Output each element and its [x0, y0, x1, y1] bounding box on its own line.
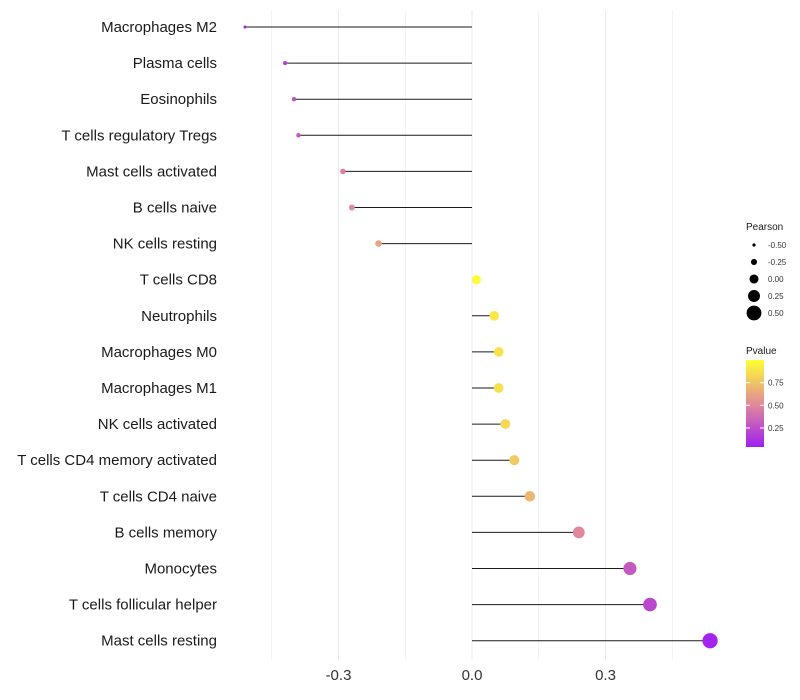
- legend-size-key: [752, 243, 756, 247]
- category-label: Plasma cells: [133, 55, 217, 72]
- category-label: Mast cells resting: [101, 633, 217, 650]
- legend-pvalue: Pvalue 0.25 0.50 0.75: [746, 346, 784, 447]
- data-point: [243, 25, 247, 29]
- legend-size-key: [746, 305, 762, 321]
- legend-size-label: 0.00: [768, 275, 784, 284]
- data-point: [493, 383, 504, 393]
- category-label: B cells naive: [133, 200, 217, 217]
- legend-pearson-title: Pearson: [746, 222, 783, 233]
- category-labels: Macrophages M2 Plasma cells Eosinophils T c…: [17, 19, 217, 650]
- category-label: Neutrophils: [141, 308, 217, 325]
- category-label: Mast cells activated: [86, 163, 217, 180]
- x-tick-label: 0.3: [595, 667, 616, 684]
- data-point: [348, 204, 355, 211]
- data-point: [493, 347, 504, 357]
- legend-pvalue-label: 0.75: [768, 379, 784, 388]
- category-label: Eosinophils: [140, 91, 217, 108]
- data-point: [296, 133, 301, 138]
- grid-lines: [271, 10, 673, 660]
- category-label: T cells CD4 naive: [100, 488, 217, 505]
- legend-pearson: Pearson -0.50 -0.25 0.00 0.25 0.50: [746, 222, 787, 321]
- legend-size-label: 0.25: [768, 292, 784, 301]
- x-axis-ticks: -0.3 0.0 0.3: [326, 667, 616, 684]
- stems: [245, 26, 711, 642]
- data-point: [291, 97, 297, 102]
- data-point: [572, 526, 585, 539]
- category-label: NK cells activated: [98, 416, 217, 433]
- data-point: [489, 310, 500, 321]
- category-label: NK cells resting: [113, 236, 217, 253]
- legend-size-label: -0.50: [768, 241, 787, 250]
- category-label: B cells memory: [114, 524, 217, 541]
- legend-pvalue-title: Pvalue: [746, 346, 777, 357]
- legend-size-key: [750, 258, 758, 266]
- legend-pvalue-label: 0.50: [768, 401, 784, 410]
- legend-size-label: -0.25: [768, 258, 787, 267]
- data-point: [340, 168, 346, 175]
- data-point: [509, 455, 520, 466]
- data-point: [283, 61, 288, 66]
- category-label: Macrophages M2: [101, 19, 217, 36]
- category-label: Macrophages M0: [101, 344, 217, 361]
- legend-size-label: 0.50: [768, 309, 784, 318]
- data-point: [500, 419, 511, 430]
- data-point: [375, 240, 382, 247]
- category-label: T cells CD4 memory activated: [17, 452, 217, 469]
- data-point: [623, 561, 637, 576]
- x-tick-label: -0.3: [326, 667, 352, 684]
- category-label: Macrophages M1: [101, 380, 217, 397]
- data-point: [471, 275, 482, 285]
- pvalue-colorbar: [746, 360, 764, 447]
- data-point: [702, 633, 718, 649]
- category-label: T cells regulatory Tregs: [61, 127, 217, 144]
- legend-size-key: [748, 290, 760, 302]
- data-point: [524, 491, 536, 502]
- category-label: T cells follicular helper: [69, 597, 217, 614]
- category-label: Monocytes: [144, 561, 217, 578]
- x-tick-label: 0.0: [462, 667, 483, 684]
- category-label: T cells CD8: [140, 272, 217, 289]
- points: [243, 25, 718, 649]
- data-point: [643, 597, 657, 612]
- legend-pvalue-label: 0.25: [768, 424, 784, 433]
- legend-size-key: [749, 274, 759, 284]
